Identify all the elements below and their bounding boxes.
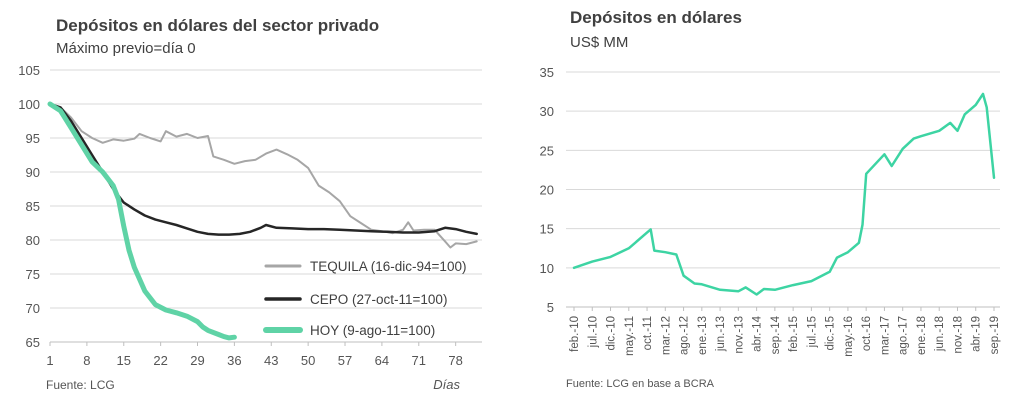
- right-x-tick-nov-18: nov.-18: [952, 316, 964, 354]
- right-x-tick-sep-19: sep.-19: [989, 316, 1001, 354]
- right-x-tick-ene-13: ene.-13: [697, 316, 709, 355]
- right-x-tick-ago-12: ago.-12: [679, 316, 691, 355]
- left-source: Fuente: LCG: [46, 378, 115, 392]
- legend-label-tequila: TEQUILA (16-dic-94=100): [310, 259, 466, 274]
- right-x-tick-may-11: may.-11: [624, 316, 636, 356]
- left-y-axis: 65 70 75 80 85 90 95 100 105: [18, 63, 40, 350]
- right-x-tick-mar-17: mar.-17: [879, 316, 891, 355]
- right-y-tick-20: 20: [540, 183, 554, 198]
- left-chart: Depósitos en dólares del sector privado …: [18, 16, 482, 392]
- left-y-tick-65: 65: [26, 335, 40, 350]
- right-series: [572, 92, 996, 296]
- left-x-axis: 1 8 15 22 29 36 43 50 57 64 71 78: [46, 341, 482, 368]
- right-y-tick-35: 35: [540, 65, 554, 80]
- left-y-tick-105: 105: [18, 63, 40, 78]
- right-x-tick-feb-15: feb.-15: [788, 316, 800, 352]
- legend-label-hoy: HOY (9-ago-11=100): [310, 323, 435, 338]
- right-x-tick-abr-19: abr.-19: [971, 316, 983, 352]
- right-y-axis: 5 10 15 20 25 30 35: [540, 65, 554, 315]
- left-x-tick-71: 71: [412, 353, 426, 368]
- right-x-tick-mar-12: mar.-12: [660, 316, 672, 355]
- right-y-tick-25: 25: [540, 143, 554, 158]
- right-grid: [566, 71, 1000, 308]
- right-chart: Depósitos en dólares US$ MM 5 10 15 20 25 30 3…: [540, 8, 1001, 390]
- left-y-tick-100: 100: [18, 97, 40, 112]
- right-x-tick-jun-13: jun.-13: [715, 316, 727, 352]
- left-x-tick-1: 1: [46, 353, 53, 368]
- left-series-line-hoy: [47, 101, 237, 341]
- left-x-tick-64: 64: [375, 353, 389, 368]
- left-x-tick-43: 43: [264, 353, 278, 368]
- left-x-tick-8: 8: [83, 353, 90, 368]
- right-x-axis: feb.-10 jul.-10 dic.-10 may.-11 oct.-11 mar.-…: [566, 306, 1001, 357]
- right-chart-title: Depósitos en dólares: [570, 8, 742, 27]
- right-x-tick-jul-10: jul.-10: [587, 316, 599, 348]
- right-y-tick-5: 5: [547, 300, 554, 315]
- right-x-tick-jun-18: jun.-18: [934, 316, 946, 352]
- left-chart-title: Depósitos en dólares del sector privado: [56, 16, 379, 35]
- left-x-tick-15: 15: [117, 353, 131, 368]
- left-y-tick-70: 70: [26, 301, 40, 316]
- left-series: [47, 101, 478, 341]
- right-y-tick-10: 10: [540, 261, 554, 276]
- left-x-tick-50: 50: [301, 353, 315, 368]
- left-y-tick-75: 75: [26, 267, 40, 282]
- right-source: Fuente: LCG en base a BCRA: [566, 378, 715, 390]
- right-x-tick-jul-15: jul.-15: [806, 316, 818, 348]
- left-x-tick-22: 22: [153, 353, 167, 368]
- left-x-tick-78: 78: [448, 353, 462, 368]
- left-chart-subtitle: Máximo previo=día 0: [56, 40, 196, 57]
- left-x-axis-label: Días: [433, 377, 460, 392]
- right-chart-subtitle: US$ MM: [570, 34, 628, 51]
- right-x-tick-dic-10: dic.-10: [606, 316, 618, 351]
- left-y-tick-90: 90: [26, 165, 40, 180]
- left-x-tick-29: 29: [190, 353, 204, 368]
- right-x-tick-oct-11: oct.-11: [642, 316, 654, 350]
- left-y-tick-85: 85: [26, 199, 40, 214]
- right-y-tick-15: 15: [540, 222, 554, 237]
- left-x-tick-57: 57: [338, 353, 352, 368]
- right-x-tick-sep-14: sep.-14: [770, 315, 782, 354]
- right-x-tick-ago-17: ago.-17: [898, 316, 910, 355]
- left-x-tick-36: 36: [227, 353, 241, 368]
- right-x-tick-oct-16: oct.-16: [861, 316, 873, 351]
- left-y-tick-95: 95: [26, 131, 40, 146]
- left-legend: TEQUILA (16-dic-94=100) CEPO (27-oct-11=1…: [263, 259, 466, 338]
- right-x-tick-dic-15: dic.-15: [825, 316, 837, 351]
- right-series-line-deposits: [572, 92, 996, 296]
- legend-label-cepo: CEPO (27-oct-11=100): [310, 292, 447, 307]
- left-series-line-tequila: [49, 103, 478, 249]
- right-x-tick-ene-18: ene.-18: [916, 316, 928, 355]
- right-x-tick-nov-13: nov.-13: [733, 316, 745, 354]
- left-y-tick-80: 80: [26, 233, 40, 248]
- left-series-line-cepo: [48, 102, 478, 236]
- right-x-tick-feb-10: feb.-10: [569, 316, 581, 352]
- right-x-tick-may-16: may.-16: [843, 316, 855, 357]
- right-y-tick-30: 30: [540, 104, 554, 119]
- right-x-tick-abr-14: abr.-14: [752, 315, 764, 351]
